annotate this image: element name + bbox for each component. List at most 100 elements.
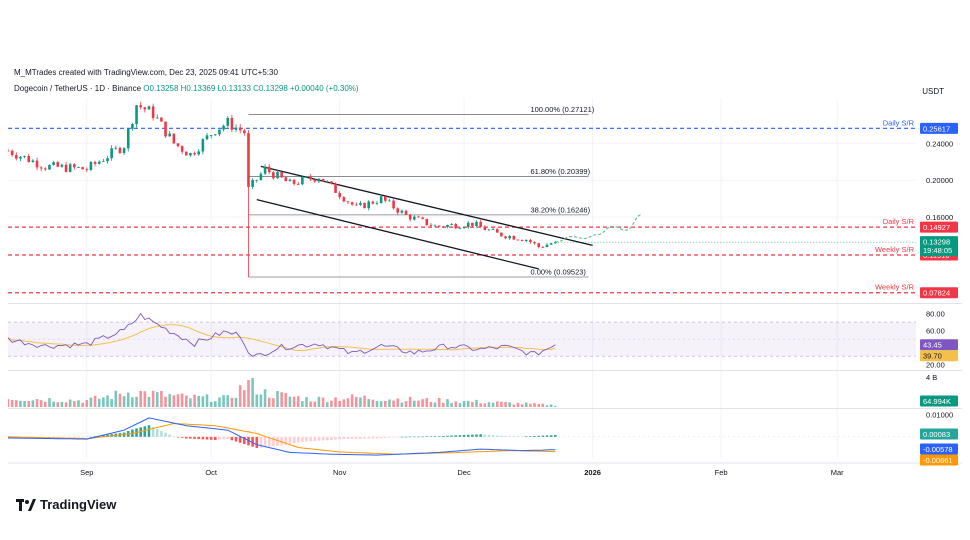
candle-body (118, 147, 122, 153)
time-axis-layer: Sep Oct Nov Dec 2026 Feb Mar (80, 468, 844, 477)
chart-canvas[interactable]: 100.00% (0.27121) 61.80% (0.20399) 38.20% … (8, 60, 962, 522)
macd-histogram-bar (450, 435, 453, 437)
candle-body (143, 107, 147, 110)
macd-histogram-bar (48, 436, 51, 438)
volume-bar (479, 403, 482, 407)
candle-body (255, 179, 259, 181)
volume-bar (520, 404, 524, 407)
volume-bar (10, 400, 14, 407)
volume-bar (222, 395, 225, 407)
volume-bar (209, 401, 213, 407)
macd-histogram-bar (68, 436, 72, 438)
time-axis-tick-label: Mar (831, 468, 844, 477)
candle-body (388, 200, 391, 202)
candle-body (375, 203, 379, 204)
macd-histogram-bar (466, 434, 470, 437)
volume-bar (97, 398, 101, 407)
sr-price-badge: 0.07824 (920, 287, 958, 299)
macd-histogram-bar (475, 434, 478, 437)
candle-body (512, 235, 516, 240)
candle-body (359, 202, 362, 205)
volume-value-badge-box (920, 395, 958, 407)
volume-bar (151, 390, 155, 407)
macd-histogram-bar (73, 436, 76, 438)
macd-histogram-bar (234, 436, 238, 442)
volume-bar (205, 394, 209, 407)
candle-body (305, 176, 308, 178)
volume-bar (309, 401, 312, 407)
macd-histogram-bar (516, 436, 520, 438)
candle-body (8, 150, 10, 152)
volume-bar (23, 401, 26, 407)
macd-histogram-bar (454, 435, 458, 437)
macd-histogram-bar (64, 436, 68, 438)
macd-histogram-bar (325, 436, 329, 441)
volume-bar (404, 401, 408, 407)
volume-pane (8, 378, 557, 407)
currency-label: USDT (922, 87, 944, 96)
volume-bar (512, 404, 516, 407)
candle-body (114, 147, 118, 149)
macd-histogram-bar (197, 436, 201, 440)
candle-body (81, 167, 84, 170)
volume-bar (421, 399, 424, 407)
volume-bar (338, 400, 341, 407)
price-axis-tick-label: 0.16000 (926, 213, 953, 222)
ohlc-values: O0.13258 H0.13369 L0.13133 C0.13298 +0.0… (143, 84, 359, 93)
time-axis-tick-label: 2026 (584, 468, 601, 477)
candle-body (160, 117, 163, 122)
macd-histogram-bar (247, 436, 250, 446)
candle-body (52, 162, 55, 165)
macd-histogram-bar (346, 436, 350, 440)
time-axis-tick-label: Dec (457, 468, 471, 477)
volume-bar (325, 402, 329, 407)
candle-body (85, 169, 89, 171)
macd-histogram-bar (338, 436, 341, 440)
candle-body (396, 208, 400, 213)
candle-body (417, 216, 420, 218)
volume-bar (396, 398, 400, 407)
volume-bar (442, 402, 445, 407)
volume-bar (504, 401, 507, 407)
candle-body (533, 242, 536, 244)
candle-body (454, 224, 458, 229)
candle-body (330, 181, 333, 184)
macd-histogram-bar (554, 434, 557, 437)
macd-histogram-bar (529, 436, 532, 437)
macd-histogram-bar (151, 427, 155, 437)
volume-bar (255, 394, 259, 407)
macd-histogram-bar (155, 428, 159, 437)
volume-bar (549, 404, 553, 407)
volume-bar (15, 400, 18, 407)
candle-body (545, 244, 549, 248)
candle-body (309, 176, 312, 180)
volume-bar (400, 402, 404, 407)
fib-level-label: 0.00% (0.09523) (530, 268, 586, 277)
macd-histogram-bar (255, 436, 259, 448)
volume-bar (417, 400, 420, 407)
candle-body (102, 161, 105, 162)
volume-bar (429, 401, 433, 407)
candle-body (524, 239, 528, 242)
volume-bar (508, 402, 511, 407)
candle-body (446, 225, 449, 228)
candle-body (371, 201, 375, 204)
candle-body (31, 160, 35, 163)
macd-histogram-bar (433, 436, 437, 437)
volume-bar (384, 400, 387, 407)
candle-body (487, 229, 491, 231)
volume-bar (77, 400, 80, 407)
macd-histogram-bar (230, 436, 234, 441)
volume-bar (272, 398, 275, 407)
macd-histogram-bar (524, 436, 528, 437)
sr-level-name: Daily S/R (883, 118, 915, 127)
volume-bar (487, 402, 491, 407)
volume-bar (263, 389, 267, 407)
macd-histogram-bar (541, 435, 545, 437)
volume-bar (350, 394, 354, 407)
volume-bar (346, 398, 350, 407)
volume-bar (330, 400, 333, 407)
volume-bar (450, 403, 453, 407)
macd-histogram-bar (479, 434, 482, 437)
